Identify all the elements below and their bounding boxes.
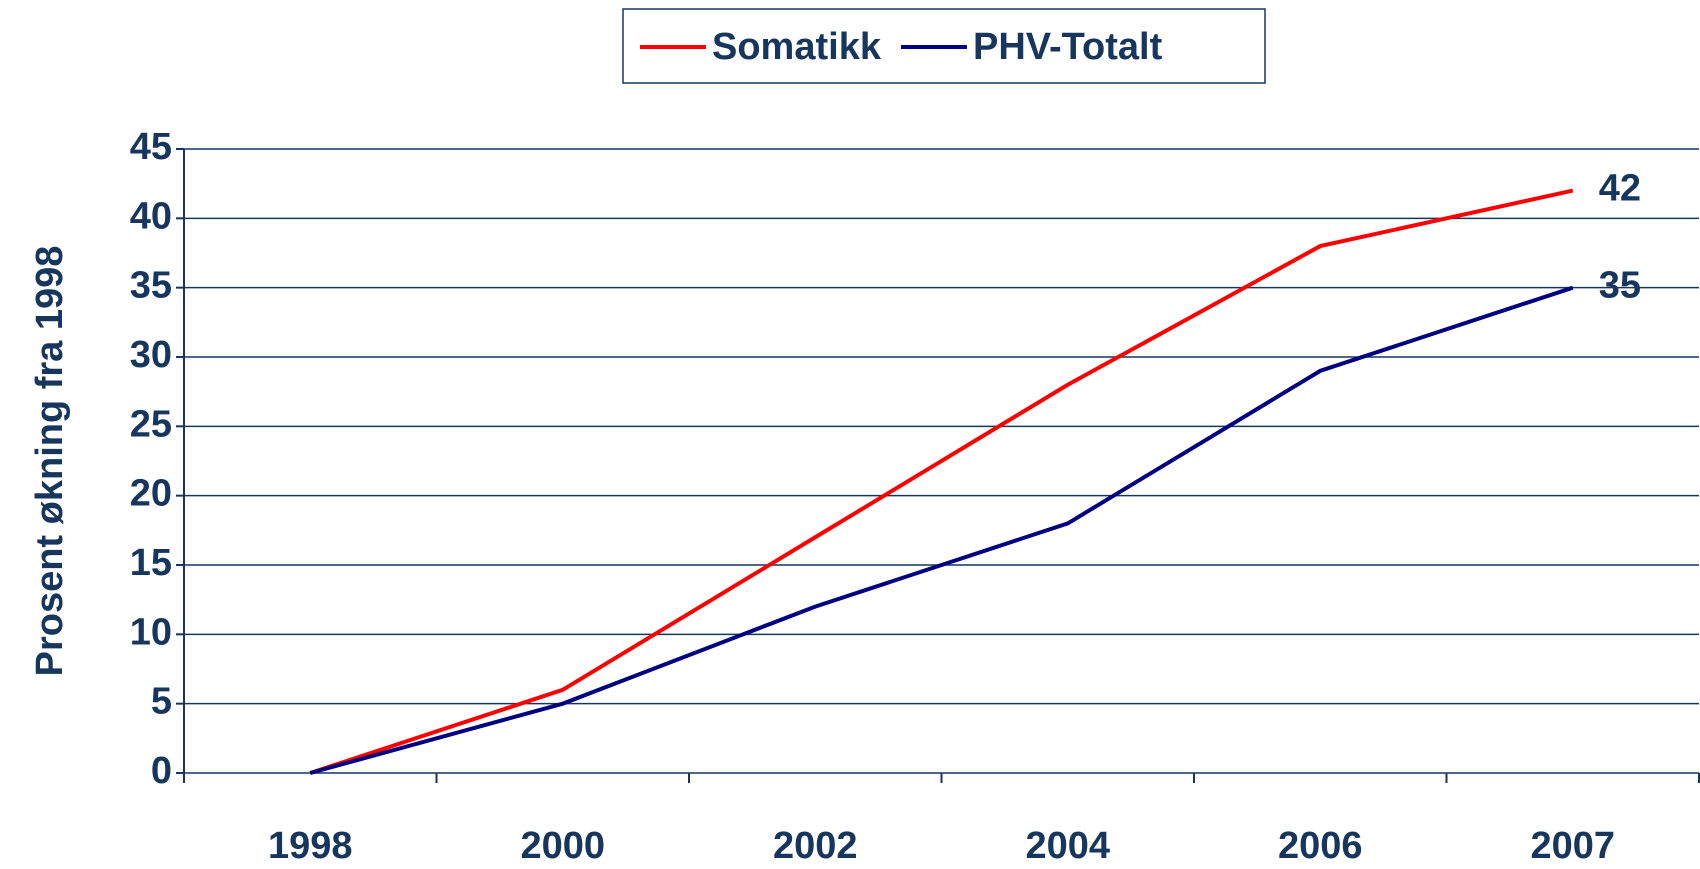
x-tick-label: 2006 [1278, 825, 1363, 867]
y-axis-label: Prosent økning fra 1998 [29, 246, 71, 677]
legend-label: PHV-Totalt [973, 26, 1163, 68]
y-tick-label: 10 [130, 611, 172, 653]
y-tick-label: 0 [151, 750, 172, 792]
y-tick-label: 25 [130, 403, 172, 445]
y-tick-label: 35 [130, 265, 172, 307]
data-label: 35 [1599, 265, 1641, 307]
x-tick-label: 2002 [773, 825, 858, 867]
y-tick-label: 15 [130, 542, 172, 584]
legend-label: Somatikk [712, 26, 882, 68]
line-series [309, 188, 1574, 775]
x-tick-label: 1998 [268, 825, 353, 867]
y-tick-label: 20 [130, 473, 172, 515]
x-tick-label: 2007 [1530, 825, 1615, 867]
y-tick-label: 45 [130, 126, 172, 168]
data-label: 42 [1599, 168, 1641, 210]
line-series [309, 285, 1574, 775]
y-tick-label: 40 [130, 195, 172, 237]
y-tick-label: 30 [130, 334, 172, 376]
legend-box [622, 8, 1266, 84]
x-tick-label: 2004 [1025, 825, 1110, 867]
x-tick-label: 2000 [520, 825, 605, 867]
y-tick-label: 5 [151, 681, 172, 723]
